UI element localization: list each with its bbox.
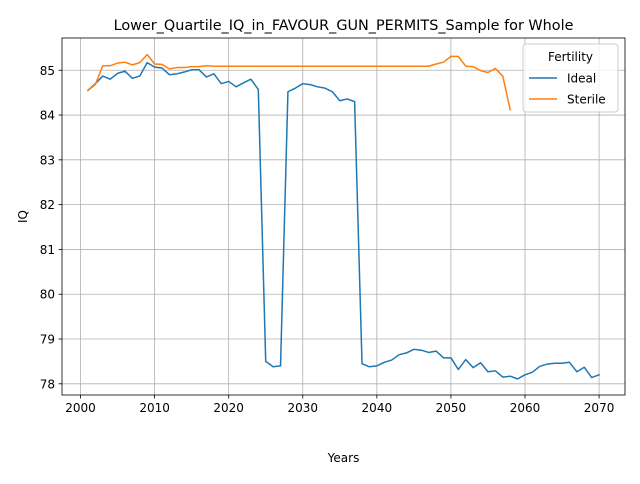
y-tick-label: 80 (40, 288, 55, 302)
series-line-sterile (86, 53, 512, 111)
legend-label-ideal: Ideal (567, 72, 596, 86)
x-tick-label: 2020 (213, 401, 244, 415)
x-axis-label: Years (327, 451, 360, 465)
legend-box (522, 43, 619, 113)
series-layer (86, 53, 601, 380)
x-tick-label: 2070 (584, 401, 615, 415)
y-tick-label: 78 (40, 377, 55, 391)
chart-title: Lower_Quartile_IQ_in_FAVOUR_GUN_PERMITS_… (114, 18, 574, 34)
legend-label-sterile: Sterile (567, 93, 606, 107)
x-tick-label: 2060 (510, 401, 541, 415)
x-tick-label: 2050 (436, 401, 467, 415)
y-tick-label: 83 (40, 153, 55, 167)
y-tick-label: 82 (40, 198, 55, 212)
legend-entries: Ideal Sterile (529, 72, 606, 107)
y-tick-label: 81 (40, 243, 55, 257)
x-tick-label: 2040 (362, 401, 393, 415)
series-line-ideal (86, 61, 601, 380)
y-axis-label: IQ (16, 210, 30, 223)
legend: Fertility Ideal Sterile (522, 43, 619, 113)
y-tick-label: 79 (40, 333, 55, 347)
legend-title: Fertility (548, 50, 593, 64)
x-tick-label: 2030 (287, 401, 318, 415)
y-tick-label: 84 (40, 109, 55, 123)
ticks: 2000 2010 2020 2030 2040 2050 2060 2070 78 79 80 81… (40, 64, 615, 415)
x-tick-label: 2010 (139, 401, 170, 415)
plot-frame (61, 37, 626, 396)
x-tick-label: 2000 (65, 401, 96, 415)
y-tick-label: 85 (40, 64, 55, 78)
